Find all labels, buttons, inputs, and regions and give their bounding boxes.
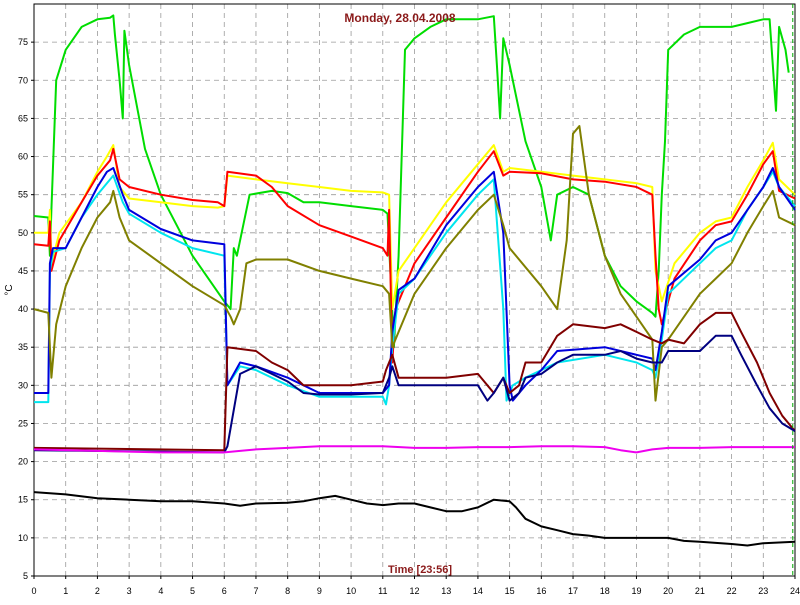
y-tick-label: 75 [18,37,28,47]
y-tick-label: 65 [18,113,28,123]
x-tick-label: 23 [758,586,768,596]
series-line-1 [33,14,790,349]
x-tick-label: 22 [727,586,737,596]
x-tick-label: 16 [536,586,546,596]
y-axis-label: °C [4,284,15,295]
series-line-9 [33,445,795,454]
x-axis-label: Time [23:56] [388,564,452,576]
y-tick-label: 25 [18,418,28,428]
y-tick-label: 45 [18,266,28,276]
x-tick-label: 8 [285,586,290,596]
x-tick-label: 18 [600,586,610,596]
x-tick-label: 5 [190,586,195,596]
series-line-3 [33,147,796,364]
x-tick-label: 0 [31,586,36,596]
series-layer [33,14,796,547]
x-tick-label: 7 [253,586,258,596]
series-line-7 [33,311,796,452]
y-tick-label: 15 [18,495,28,505]
x-tick-label: 3 [127,586,132,596]
x-tick-label: 14 [473,586,483,596]
x-tick-label: 10 [346,586,356,596]
x-tick-label: 19 [631,586,641,596]
y-tick-label: 70 [18,75,28,85]
y-tick-label: 30 [18,380,28,390]
y-tick-label: 50 [18,228,28,238]
series-line-10 [33,491,796,547]
x-tick-label: 11 [378,586,387,596]
series-line-5 [34,167,796,402]
grid-layer [34,4,795,576]
y-tick-label: 20 [18,457,28,467]
y-tick-label: 55 [18,190,28,200]
x-tick-label: 9 [317,586,322,596]
y-tick-label: 40 [18,304,28,314]
x-tick-label: 15 [505,586,515,596]
x-tick-label: 17 [568,586,578,596]
y-tick-label: 10 [18,533,28,543]
x-tick-label: 21 [695,586,705,596]
x-tick-label: 12 [409,586,419,596]
x-tick-label: 24 [790,586,800,596]
series-line-6 [33,125,796,402]
series-line-2 [34,141,796,311]
x-tick-label: 1 [63,586,68,596]
x-tick-label: 6 [222,586,227,596]
y-tick-label: 35 [18,342,28,352]
x-tick-label: 20 [663,586,673,596]
y-tick-labels: 5 10 15 20 25 30 35 40 45 50 55 60 65 70 75 [18,37,34,581]
chart-title: Monday, 28.04.2008 [344,11,455,25]
x-tick-labels: 0 1 2 3 4 5 6 7 8 9 10 11 12 13 14 15 16 17 18 19 20 21 22 23 24 [31,576,800,596]
x-tick-label: 4 [158,586,163,596]
x-tick-label: 13 [441,586,451,596]
y-tick-label: 5 [23,571,28,581]
y-tick-label: 60 [18,152,28,162]
series-line-8 [33,334,796,454]
x-tick-label: 2 [95,586,100,596]
